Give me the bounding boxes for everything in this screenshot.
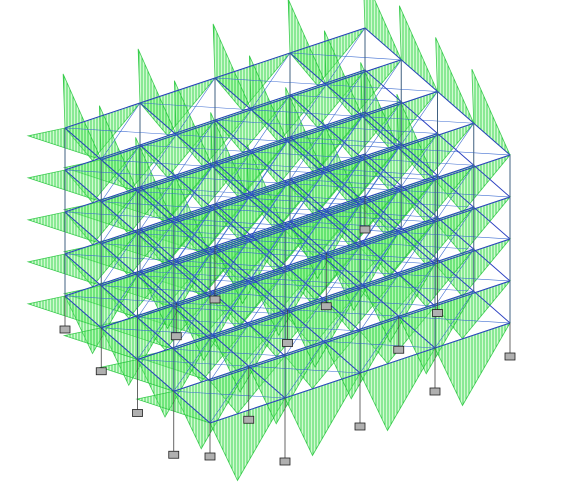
member bbox=[362, 59, 402, 117]
support bbox=[282, 339, 293, 347]
member bbox=[323, 242, 363, 300]
member bbox=[101, 228, 141, 286]
member bbox=[287, 210, 327, 268]
member bbox=[359, 190, 399, 248]
support bbox=[95, 367, 107, 376]
support bbox=[168, 450, 180, 459]
member bbox=[101, 102, 141, 160]
support bbox=[429, 387, 441, 396]
member bbox=[251, 178, 291, 236]
member bbox=[248, 267, 288, 325]
support bbox=[132, 409, 143, 417]
member bbox=[284, 257, 324, 315]
member bbox=[209, 324, 249, 382]
support bbox=[354, 422, 366, 431]
member bbox=[251, 136, 291, 194]
member bbox=[173, 166, 213, 224]
member bbox=[434, 291, 474, 349]
member bbox=[248, 309, 288, 367]
member bbox=[359, 232, 399, 290]
member bbox=[176, 119, 216, 177]
member bbox=[323, 200, 363, 258]
member bbox=[137, 218, 177, 276]
member bbox=[323, 116, 363, 174]
support bbox=[359, 225, 371, 234]
member bbox=[176, 77, 216, 135]
member bbox=[212, 235, 252, 293]
support bbox=[59, 325, 71, 334]
member bbox=[284, 341, 324, 399]
member bbox=[212, 193, 252, 251]
member bbox=[362, 227, 402, 285]
member bbox=[176, 245, 216, 303]
member bbox=[359, 316, 399, 374]
support bbox=[279, 457, 291, 466]
member bbox=[359, 274, 399, 332]
member bbox=[101, 144, 141, 202]
member bbox=[248, 183, 288, 241]
member bbox=[398, 217, 438, 275]
member bbox=[398, 133, 438, 191]
member bbox=[209, 366, 249, 424]
member bbox=[434, 249, 474, 307]
support bbox=[243, 415, 255, 424]
member bbox=[398, 91, 438, 149]
supports bbox=[59, 196, 516, 466]
member bbox=[209, 240, 249, 298]
member bbox=[173, 208, 213, 266]
support bbox=[209, 295, 221, 304]
member bbox=[359, 148, 399, 206]
member bbox=[209, 282, 249, 340]
member bbox=[323, 158, 363, 216]
member bbox=[362, 101, 402, 159]
member bbox=[176, 203, 216, 261]
member bbox=[137, 260, 177, 318]
support bbox=[204, 452, 216, 461]
member bbox=[251, 220, 291, 278]
support bbox=[432, 309, 443, 317]
member bbox=[251, 94, 291, 152]
frame bbox=[64, 27, 511, 424]
member bbox=[326, 153, 366, 211]
member bbox=[434, 207, 474, 265]
member bbox=[248, 141, 288, 199]
member bbox=[398, 175, 438, 233]
member bbox=[398, 259, 438, 317]
support bbox=[393, 345, 405, 354]
member bbox=[251, 52, 291, 110]
member bbox=[176, 161, 216, 219]
member bbox=[101, 270, 141, 328]
member bbox=[287, 168, 327, 226]
member bbox=[248, 225, 288, 283]
member bbox=[212, 277, 252, 335]
support bbox=[170, 332, 182, 341]
member bbox=[326, 27, 366, 85]
member bbox=[434, 165, 474, 223]
support bbox=[504, 352, 516, 361]
member bbox=[326, 195, 366, 253]
member bbox=[287, 252, 327, 310]
member bbox=[287, 84, 327, 142]
member bbox=[284, 215, 324, 273]
member bbox=[326, 111, 366, 169]
member bbox=[173, 334, 213, 392]
member bbox=[287, 126, 327, 184]
member bbox=[326, 69, 366, 127]
member bbox=[434, 123, 474, 181]
member bbox=[101, 186, 141, 244]
member bbox=[212, 151, 252, 209]
member bbox=[323, 284, 363, 342]
support bbox=[320, 302, 332, 311]
member bbox=[362, 143, 402, 201]
member bbox=[137, 176, 177, 234]
member bbox=[137, 134, 177, 192]
member bbox=[137, 302, 177, 360]
member bbox=[212, 109, 252, 167]
member bbox=[173, 250, 213, 308]
